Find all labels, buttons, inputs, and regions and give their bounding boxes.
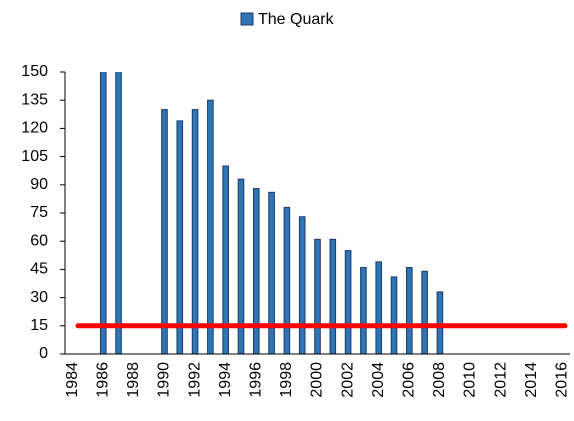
bar xyxy=(375,261,383,355)
x-tick-label: 2000 xyxy=(309,362,326,398)
bar xyxy=(283,206,291,355)
y-tick-label: 0 xyxy=(39,345,48,362)
y-tick-label: 75 xyxy=(30,204,48,221)
bar xyxy=(115,72,122,355)
x-tick-label: 1998 xyxy=(278,362,295,398)
x-tick-label: 2014 xyxy=(523,362,540,398)
bar xyxy=(390,276,398,355)
plot-area xyxy=(99,72,444,355)
bar xyxy=(329,238,337,355)
x-tick-label: 2012 xyxy=(492,362,509,398)
y-tick-label: 15 xyxy=(30,317,48,334)
legend-swatch xyxy=(240,12,254,26)
y-tick-label: 45 xyxy=(30,261,48,278)
bar xyxy=(191,109,199,355)
y-tick-label: 120 xyxy=(21,120,48,137)
bar xyxy=(406,267,413,355)
y-tick-label: 135 xyxy=(21,91,48,108)
bar xyxy=(344,250,352,355)
bar xyxy=(298,216,306,355)
x-tick-label: 2008 xyxy=(431,362,448,398)
x-tick-label: 1988 xyxy=(125,362,142,398)
bar xyxy=(207,99,214,355)
legend-label: The Quark xyxy=(258,11,335,28)
y-tick-label: 60 xyxy=(30,232,48,249)
x-tick-label: 2010 xyxy=(462,362,479,398)
x-tick-label: 1984 xyxy=(64,362,81,398)
x-tick-label: 2016 xyxy=(554,362,571,398)
x-tick-label: 1994 xyxy=(217,362,234,398)
bar xyxy=(99,72,107,355)
x-tick-label: 2006 xyxy=(401,362,418,398)
y-tick-label: 90 xyxy=(30,176,48,193)
bar xyxy=(421,270,428,355)
x-tick-label: 2002 xyxy=(339,362,356,398)
bar xyxy=(252,188,260,355)
y-tick-label: 30 xyxy=(30,289,48,306)
bar xyxy=(314,238,321,355)
bar xyxy=(161,109,168,355)
y-tick-label: 105 xyxy=(21,148,48,165)
y-tick-label: 150 xyxy=(21,63,48,80)
x-tick-label: 1992 xyxy=(186,362,203,398)
bar xyxy=(436,291,444,355)
x-tick-label: 1990 xyxy=(156,362,173,398)
bar xyxy=(176,120,184,355)
bar xyxy=(268,191,275,355)
x-tick-label: 1986 xyxy=(94,362,111,398)
x-tick-label: 2004 xyxy=(370,362,387,398)
bar xyxy=(360,267,367,355)
x-tick-label: 1996 xyxy=(248,362,265,398)
